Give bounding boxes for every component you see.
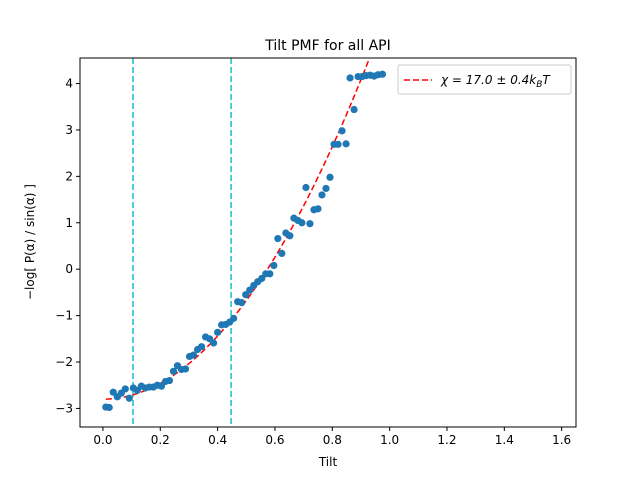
x-tick-label: 0.6 <box>265 433 284 447</box>
x-axis-title: Tilt <box>318 455 338 469</box>
y-tick-label: −2 <box>55 355 73 369</box>
y-tick-label: 4 <box>65 77 73 91</box>
data-point <box>314 205 322 213</box>
legend: χ = 17.0 ± 0.4kBT <box>397 64 572 95</box>
plot-area <box>102 58 387 427</box>
y-tick-label: 0 <box>65 262 73 276</box>
legend-fit-label-T: T <box>542 73 551 87</box>
data-point <box>246 286 254 294</box>
x-tick-label: 0.0 <box>93 433 112 447</box>
data-point <box>125 394 133 402</box>
legend-fit-label: χ = 17.0 ± 0.4kBT <box>440 73 551 90</box>
data-point <box>266 270 274 278</box>
legend-fit-label-k: k <box>529 73 537 87</box>
data-point <box>298 219 306 227</box>
data-point <box>258 274 266 283</box>
data-point <box>326 173 334 181</box>
data-point <box>302 183 310 192</box>
data-point <box>278 249 286 258</box>
data-point <box>109 388 117 396</box>
data-point <box>214 328 222 336</box>
data-point <box>270 261 278 270</box>
x-tick-label: 0.2 <box>151 433 170 447</box>
data-point <box>157 382 166 390</box>
chart-title: Tilt PMF for all API <box>264 38 391 54</box>
data-point <box>322 184 330 193</box>
data-point <box>350 105 358 114</box>
data-point <box>105 403 113 412</box>
y-tick-label: 1 <box>65 216 73 230</box>
x-tick-label: 1.6 <box>552 433 571 447</box>
data-point <box>342 140 350 148</box>
x-axis: 0.0 0.2 0.4 0.6 0.8 1.0 1.2 1.4 1.6 <box>93 427 571 447</box>
data-point <box>238 299 246 307</box>
data-point <box>197 343 206 351</box>
y-tick-label: −3 <box>55 401 73 415</box>
y-tick-label: −1 <box>55 309 73 323</box>
data-point <box>306 220 314 228</box>
x-tick-label: 1.0 <box>380 433 399 447</box>
legend-fit-label-sub: B <box>536 80 542 90</box>
x-tick-label: 1.2 <box>437 433 456 447</box>
x-tick-label: 1.4 <box>495 433 514 447</box>
y-tick-label: 2 <box>65 169 73 183</box>
data-point <box>318 191 326 199</box>
data-point <box>378 70 387 78</box>
y-axis-title: −log[ P(α) / sin(α) ] <box>23 184 37 300</box>
fit-curve <box>105 58 371 400</box>
data-point <box>242 291 250 299</box>
data-point <box>274 234 282 243</box>
data-point <box>334 140 342 148</box>
data-point <box>165 376 174 385</box>
data-point <box>286 232 294 240</box>
legend-fit-label-main: χ = 17.0 ± 0.4 <box>440 73 529 87</box>
x-tick-label: 0.8 <box>323 433 342 447</box>
axes-frame <box>79 57 577 428</box>
data-point <box>169 367 178 375</box>
data-point <box>121 385 129 393</box>
y-tick-label: 3 <box>65 123 73 137</box>
data-point <box>181 365 190 373</box>
x-tick-label: 0.4 <box>208 433 227 447</box>
data-point <box>346 74 354 82</box>
y-axis: −3 −2 −1 0 1 2 3 4 <box>55 77 80 415</box>
legend-box <box>397 64 572 95</box>
data-point <box>230 314 238 322</box>
data-point <box>338 127 346 135</box>
data-point <box>210 339 218 347</box>
data-point <box>189 351 198 359</box>
